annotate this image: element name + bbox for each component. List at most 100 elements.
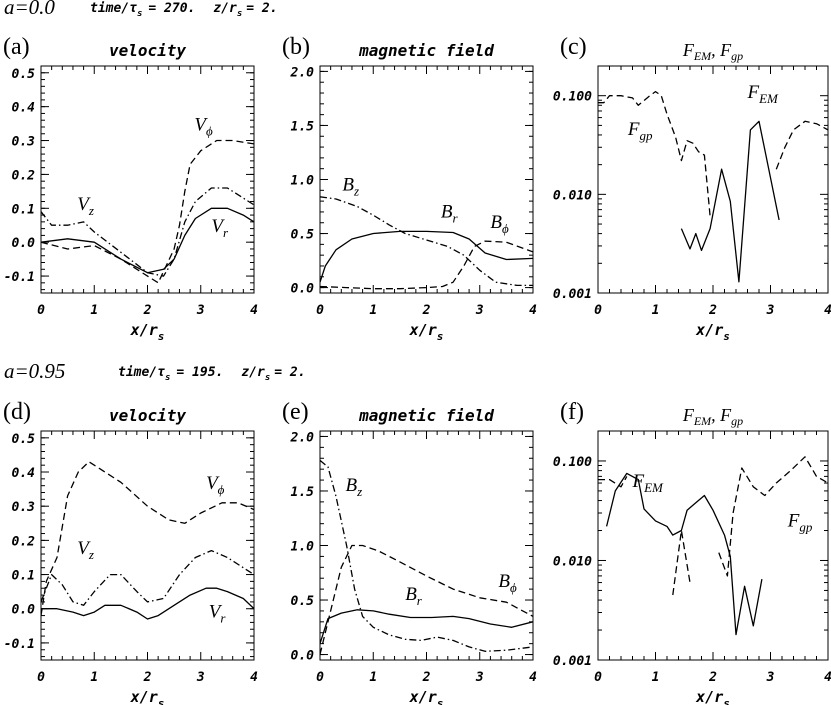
x-tick-label: 0 <box>37 670 45 685</box>
plot-frame <box>40 65 255 294</box>
title-sub: EM <box>693 49 712 63</box>
series-f-em-line <box>680 120 780 283</box>
y-tick-label: 0.001 <box>553 287 592 302</box>
y-tick-label: 0.0 <box>12 603 36 618</box>
annotation-sub: r <box>220 610 226 625</box>
annotation-main: B <box>441 201 453 222</box>
x-tick-label: 0 <box>316 670 324 685</box>
y-tick-label: -0.1 <box>4 637 35 652</box>
x-tick-label: 4 <box>529 303 537 318</box>
row-header-bottom: a=0.95 time/τs = 195. z/rs = 2. <box>4 359 306 383</box>
x-tick-label: 1 <box>369 670 377 685</box>
z-label: z/r <box>213 1 237 16</box>
series-b-z-line <box>320 459 533 652</box>
y-tick-label: 0.2 <box>12 534 36 549</box>
annotation-sub: ϕ <box>218 482 225 497</box>
panel-title: magnetic field <box>358 406 494 425</box>
y-tick-label: 2.0 <box>290 430 315 445</box>
z-label: z/r <box>241 365 265 380</box>
series-annotation: Vz <box>77 538 94 562</box>
row-header-top: a=0.0 time/τs = 270. z/rs = 2. <box>4 0 278 19</box>
x-tick-label: 1 <box>652 303 660 318</box>
time-value: = 270. <box>148 1 195 16</box>
annotation-main: B <box>342 174 354 195</box>
series-f-gp-line <box>598 476 628 488</box>
annotation-sub: ϕ <box>206 123 213 138</box>
series-b-r-line <box>320 230 533 283</box>
series-annotation: Vϕ <box>194 114 213 138</box>
panel-title: magnetic field <box>358 41 494 60</box>
panel-label: (a) <box>3 34 30 60</box>
time-label: time/τ <box>90 1 137 16</box>
annotation-main: V <box>206 473 220 494</box>
x-tick-label: 2 <box>422 670 431 685</box>
plot-frame <box>597 65 829 294</box>
panel-e: (e) magnetic field 0 1 2 3 4 x/rs 0.0 0.5 1.0 1.5 2.… <box>282 399 537 705</box>
annotation-main: V <box>77 194 91 215</box>
series-annotation: Vr <box>211 216 229 240</box>
y-tick-label: 0.100 <box>553 455 592 470</box>
annotation-main: F <box>747 82 760 103</box>
y-tick-label: 0.2 <box>12 168 36 183</box>
x-axis-label-main: x/r <box>130 688 158 705</box>
spin-label: a=0.0 <box>4 0 55 19</box>
x-axis-label-sub: s <box>723 330 730 343</box>
annotation-main: B <box>498 571 510 592</box>
title-part: F <box>682 40 695 60</box>
annotation-sub: z <box>88 203 94 218</box>
panel-title: velocity <box>109 406 186 425</box>
panel-c: (c)FEM, Fgp01234x/rs0.0010.0100.100FEMFg… <box>553 34 831 343</box>
x-axis-label-main: x/r <box>130 321 158 339</box>
series-b-phi-line <box>320 240 533 290</box>
series-f-gp-line <box>598 90 711 217</box>
time-value: = 195. <box>176 365 223 380</box>
series-v-z-line <box>41 549 254 606</box>
title-part: F <box>682 405 695 425</box>
x-tick-label: 3 <box>196 670 205 685</box>
panel-label: (e) <box>282 399 309 425</box>
x-tick-label: 2 <box>708 303 717 318</box>
y-tick-label: 1.0 <box>291 174 315 189</box>
series-v-z-line <box>41 187 254 277</box>
series-annotation: Bϕ <box>490 212 509 236</box>
y-tick-label: 0.4 <box>12 101 36 116</box>
series-annotation: Bϕ <box>498 571 517 595</box>
x-axis-label-sub: s <box>158 330 165 343</box>
panel-title: velocity <box>109 41 186 60</box>
annotation-sub: gp <box>640 128 654 143</box>
x-tick-label: 1 <box>90 303 98 318</box>
panel-a: (a) velocity 0 1 2 3 4 x/rs -0.1 0.0 0.1 0.2 0.3 0.4 0… <box>3 34 258 343</box>
x-axis-label-main: x/r <box>695 688 723 705</box>
series-annotation: Vr <box>209 601 227 625</box>
z-label-sub: s <box>237 9 242 19</box>
x-axis-label-sub: s <box>723 697 730 705</box>
plot-frame <box>597 430 829 661</box>
x-tick-label: 2 <box>422 303 431 318</box>
x-axis-label-sub: s <box>158 697 165 705</box>
time-label: time/τ <box>118 365 165 380</box>
x-tick-label: 1 <box>90 670 98 685</box>
annotation-main: V <box>77 538 91 559</box>
series-v-r-line <box>41 207 254 274</box>
x-axis-label: x/rs <box>409 688 444 705</box>
title-sub: gp <box>731 49 743 63</box>
y-tick-label: 0.3 <box>12 135 36 150</box>
series-annotation: Vz <box>77 194 94 218</box>
x-axis-label-main: x/r <box>409 688 437 705</box>
panel-label: (c) <box>560 34 587 60</box>
y-tick-label: 1.5 <box>291 485 315 500</box>
annotation-sub: r <box>417 593 423 608</box>
series-annotation: Fgp <box>627 119 653 143</box>
x-tick-label: 0 <box>316 303 324 318</box>
panel-title: FEM, Fgp <box>682 405 743 428</box>
annotation-main: V <box>211 216 225 237</box>
x-tick-label: 0 <box>594 303 602 318</box>
y-tick-label: 0.0 <box>12 236 36 251</box>
x-tick-label: 1 <box>369 303 377 318</box>
svg-text:time/τs= 195.z/rs= 2.: time/τs = 195. z/rs = 2. <box>118 365 306 383</box>
x-axis-label-sub: s <box>437 330 444 343</box>
spin-label: a=0.95 <box>4 359 65 383</box>
x-tick-label: 2 <box>143 670 152 685</box>
z-value: = 2. <box>274 365 305 380</box>
time-label-sub: s <box>165 373 170 383</box>
